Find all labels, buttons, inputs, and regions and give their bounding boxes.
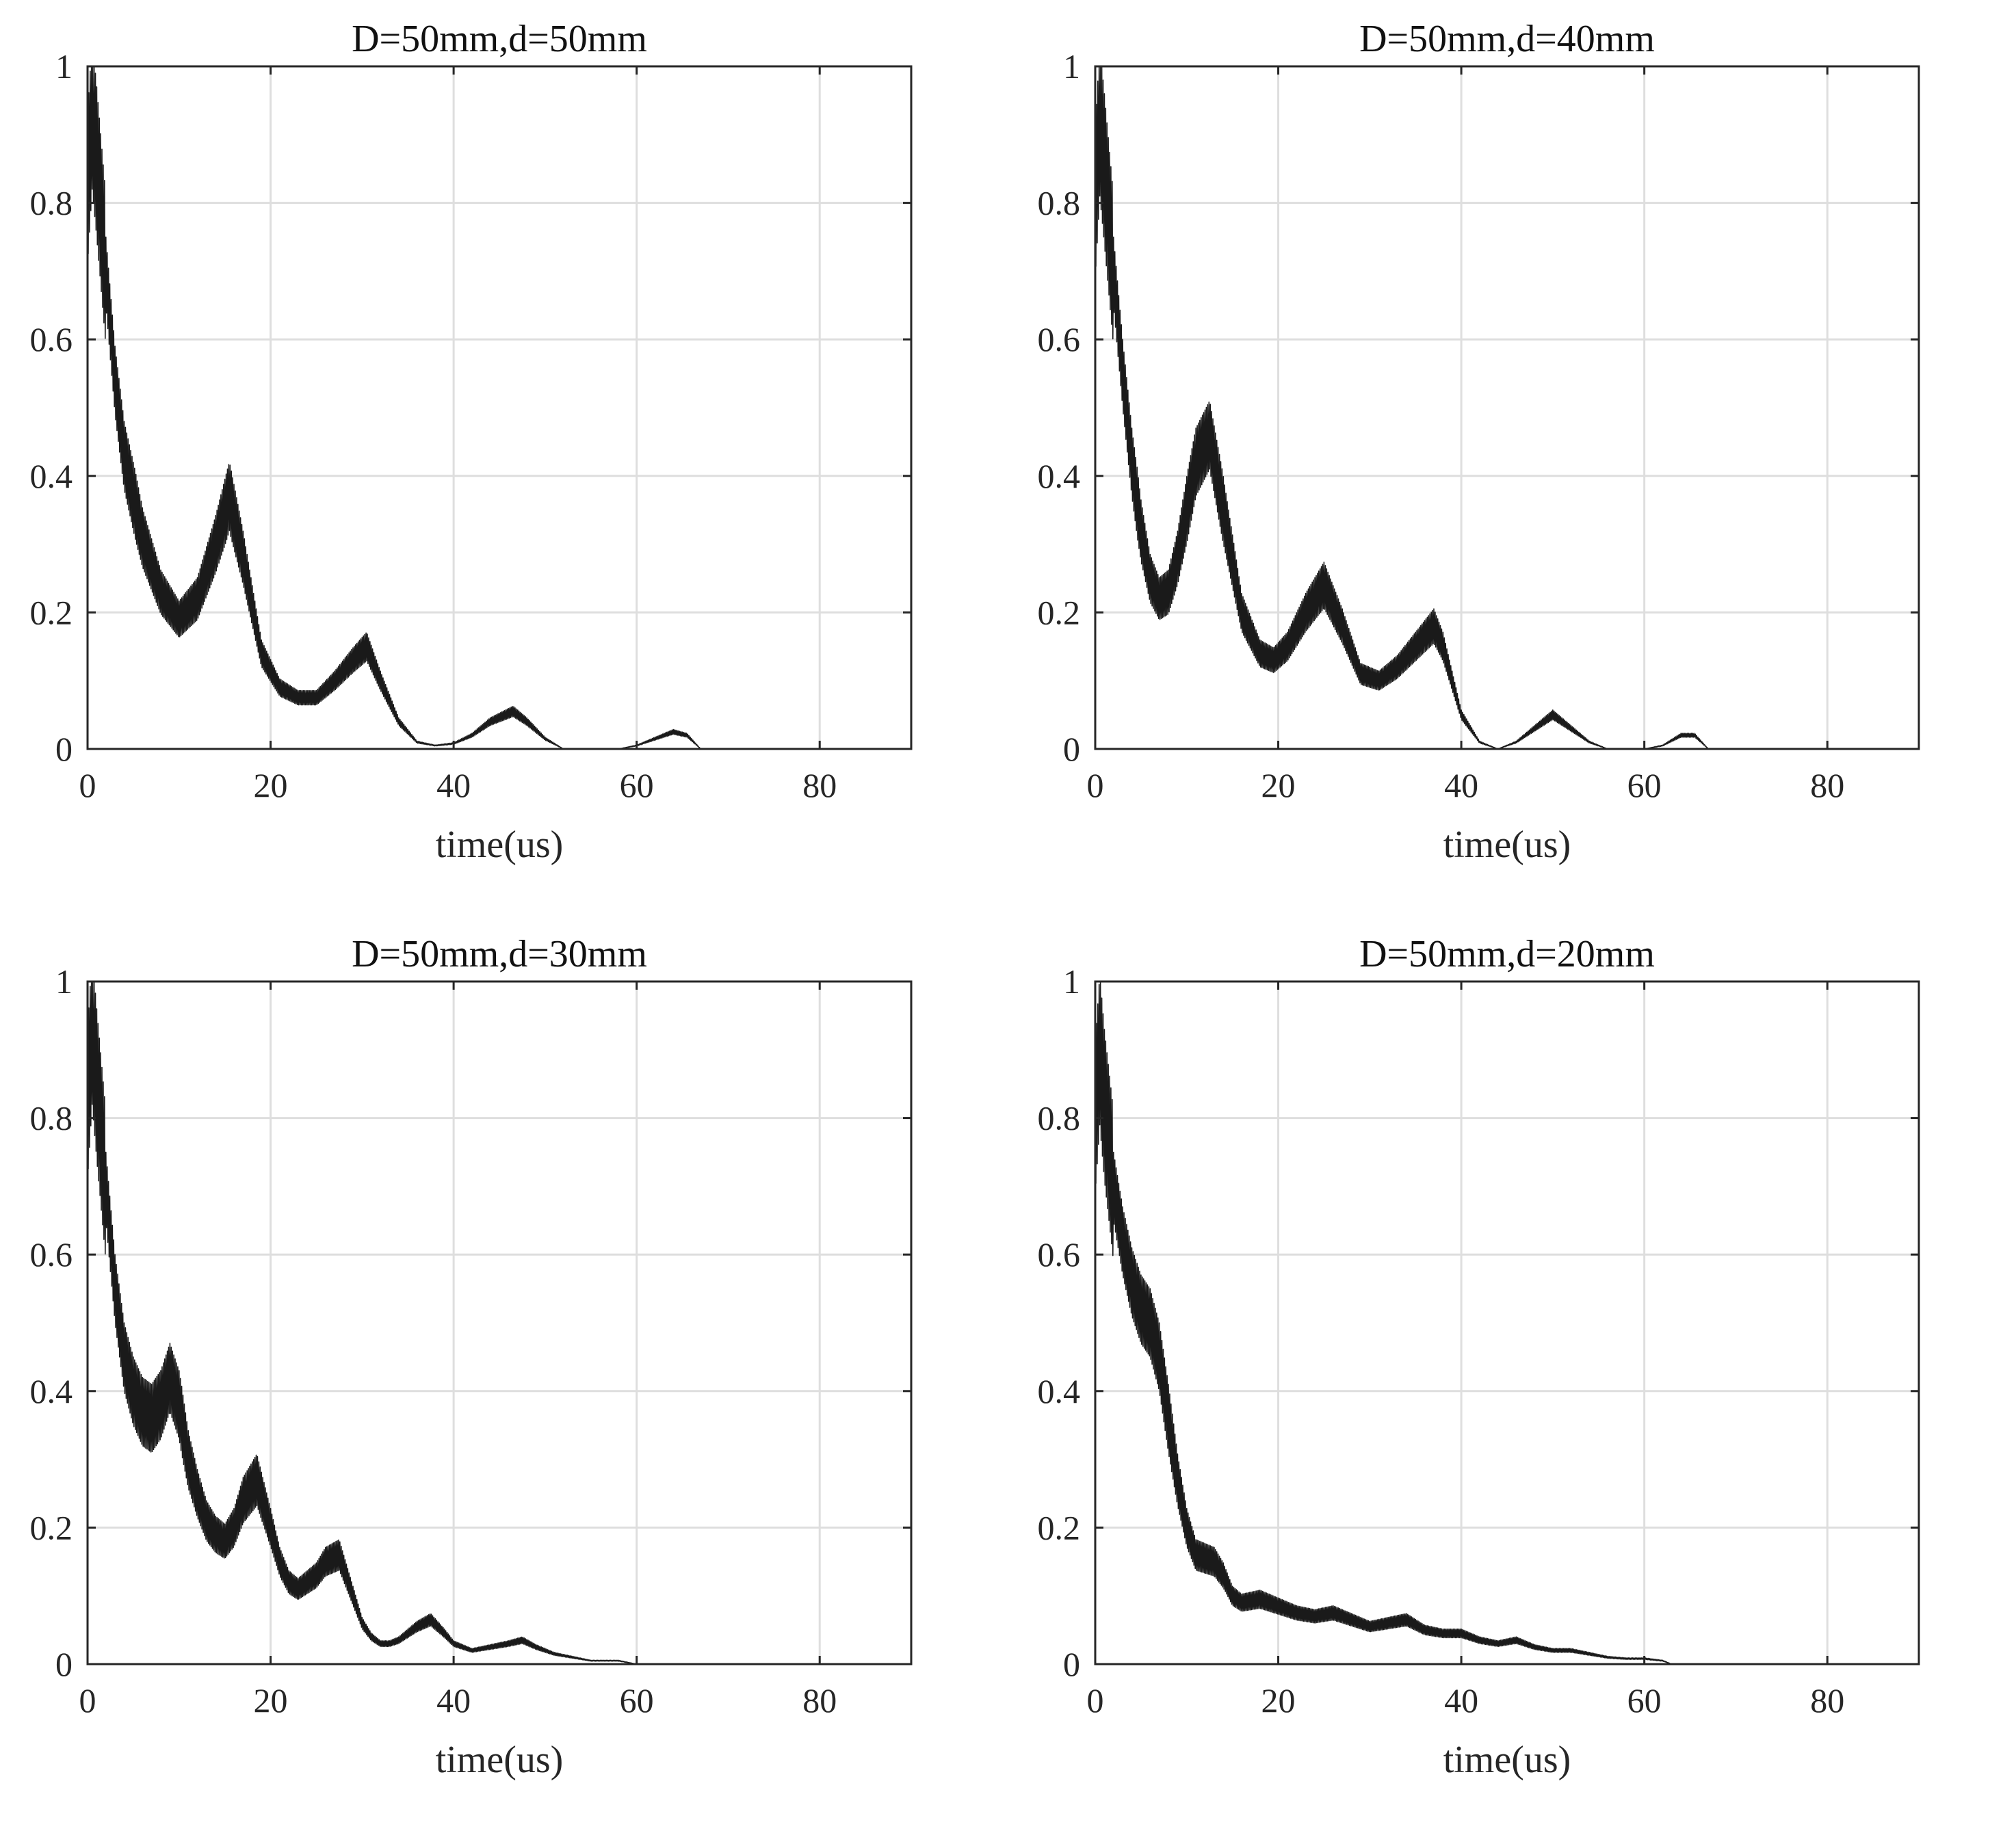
x-tick-label: 20 — [254, 1681, 288, 1720]
y-tick-label: 0 — [55, 1645, 73, 1683]
y-tick-label: 1 — [1063, 962, 1080, 1001]
y-tick-label: 1 — [1063, 47, 1080, 85]
axes-box — [86, 65, 913, 750]
chart-1: 0 20 40 60 80 0 0.2 0.4 0.6 0.8 1 D=50mm,d=50mm time… — [30, 18, 913, 866]
x-axis-label: time(us) — [436, 824, 564, 866]
x-tick-label: 80 — [1810, 766, 1844, 804]
plot-area — [88, 982, 911, 1664]
y-tick-label: 0.4 — [30, 1372, 73, 1410]
series-line — [1095, 982, 1673, 1665]
chart-3: 0 20 40 60 80 0 0.2 0.4 0.6 0.8 1 D=50mm,d=30mm time… — [30, 933, 913, 1781]
x-tick-label: 0 — [1087, 766, 1104, 804]
plot-area — [1095, 66, 1919, 749]
chart-4: 0 20 40 60 80 0 0.2 0.4 0.6 0.8 1 D=50mm,d=20mm time… — [1038, 933, 1920, 1781]
x-tick-label: 80 — [802, 1681, 837, 1720]
y-tick-label: 0.2 — [1038, 1508, 1081, 1546]
series-line — [87, 981, 637, 1665]
x-tick-label: 40 — [1444, 1681, 1478, 1720]
chart-title: D=50mm,d=30mm — [352, 933, 647, 975]
axes-box — [1094, 65, 1920, 750]
y-tick-label: 0.8 — [1038, 1099, 1081, 1137]
chart-panel-1: 0 20 40 60 80 0 0.2 0.4 0.6 0.8 1 D=50mm,d=50mm time… — [0, 0, 1008, 915]
y-tick-label: 0 — [55, 730, 73, 768]
y-tick-label: 0.8 — [30, 1099, 73, 1137]
x-tick-label: 60 — [620, 1681, 654, 1720]
x-tick-label: 80 — [802, 766, 837, 804]
y-tick-label: 0.8 — [30, 184, 73, 222]
x-tick-label: 60 — [1627, 1681, 1662, 1720]
y-tick-label: 0.2 — [1038, 593, 1081, 631]
x-tick-label: 0 — [79, 766, 96, 804]
chart-panel-4: 0 20 40 60 80 0 0.2 0.4 0.6 0.8 1 D=50mm,d=20mm time… — [1008, 915, 2016, 1830]
y-tick-label: 0.6 — [1038, 320, 1081, 358]
y-tick-label: 0.8 — [1038, 184, 1081, 222]
y-tick-label: 1 — [55, 962, 73, 1001]
y-tick-label: 0.6 — [30, 320, 73, 358]
axes-box — [1094, 980, 1920, 1665]
y-tick-label: 0 — [1063, 730, 1080, 768]
y-tick-label: 0.6 — [1038, 1235, 1081, 1274]
x-axis-label: time(us) — [1443, 824, 1571, 866]
x-tick-label: 60 — [620, 766, 654, 804]
chart-title: D=50mm,d=50mm — [352, 18, 647, 60]
x-tick-label: 20 — [254, 766, 288, 804]
y-tick-label: 0.4 — [1038, 1372, 1081, 1410]
x-tick-label: 20 — [1261, 766, 1296, 804]
y-tick-label: 0.2 — [30, 593, 73, 631]
chart-title: D=50mm,d=20mm — [1359, 933, 1655, 975]
x-tick-label: 0 — [79, 1681, 96, 1720]
y-tick-label: 0.2 — [30, 1508, 73, 1546]
y-tick-label: 0.6 — [30, 1235, 73, 1274]
x-tick-label: 40 — [1444, 766, 1478, 804]
x-tick-label: 0 — [1087, 1681, 1104, 1720]
plot-area — [88, 66, 911, 749]
x-tick-label: 40 — [436, 1681, 471, 1720]
x-tick-label: 60 — [1627, 766, 1662, 804]
chart-panel-3: 0 20 40 60 80 0 0.2 0.4 0.6 0.8 1 D=50mm,d=30mm time… — [0, 915, 1008, 1830]
chart-2: 0 20 40 60 80 0 0.2 0.4 0.6 0.8 1 D=50mm,d=40mm time… — [1038, 18, 1920, 866]
chart-panel-2: 0 20 40 60 80 0 0.2 0.4 0.6 0.8 1 D=50mm,d=40mm time… — [1008, 0, 2016, 915]
x-tick-label: 80 — [1810, 1681, 1844, 1720]
x-tick-label: 40 — [436, 766, 471, 804]
axes-box — [86, 980, 913, 1665]
x-axis-label: time(us) — [436, 1739, 564, 1781]
y-tick-label: 0 — [1063, 1645, 1080, 1683]
y-tick-label: 0.4 — [1038, 457, 1081, 495]
y-tick-label: 0.4 — [30, 457, 73, 495]
y-tick-label: 1 — [55, 47, 73, 85]
chart-title: D=50mm,d=40mm — [1359, 18, 1655, 60]
x-tick-label: 20 — [1261, 1681, 1296, 1720]
plot-area — [1095, 982, 1919, 1664]
x-axis-label: time(us) — [1443, 1739, 1571, 1781]
